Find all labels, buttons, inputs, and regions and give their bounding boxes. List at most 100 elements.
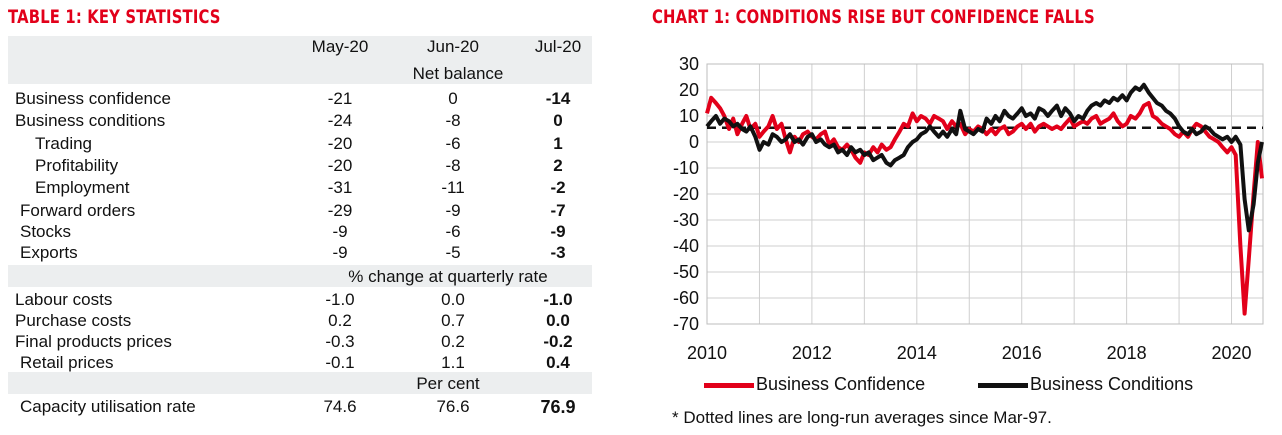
column-header-may-20: May-20 (311, 37, 369, 56)
cell-jul: -14 (545, 89, 571, 108)
section-header-quarterly-rate: % change at quarterly rate (348, 267, 548, 286)
section-band-per-cent (8, 372, 592, 394)
y-tick-label: -60 (673, 288, 699, 308)
row-label: Business confidence (15, 89, 171, 108)
row-label: Retail prices (20, 353, 114, 372)
chart-title: CHART 1: CONDITIONS RISE BUT CONFIDENCE … (652, 6, 1095, 28)
cell-may: -0.3 (325, 332, 355, 351)
cell-jul: 76.9 (540, 397, 576, 417)
cell-jun: 0.0 (441, 290, 465, 309)
section-band-quarterly (8, 265, 592, 287)
column-header-jun-20: Jun-20 (427, 37, 479, 56)
header-band (8, 36, 592, 84)
row-label: Forward orders (20, 201, 136, 220)
row-label: Employment (35, 178, 130, 197)
x-tick-label: 2020 (1212, 343, 1252, 363)
column-header-jul-20: Jul-20 (534, 37, 582, 56)
row-label: Capacity utilisation rate (20, 397, 196, 416)
row-label: Trading (35, 134, 93, 153)
table-title: TABLE 1: KEY STATISTICS (8, 6, 221, 28)
cell-may: -9 (332, 222, 348, 241)
table-row: Employment -31 -11 -2 (8, 178, 592, 200)
cell-may: -0.1 (325, 353, 355, 372)
cell-may: -1.0 (325, 290, 355, 309)
cell-may: -24 (327, 111, 353, 130)
cell-jun: 0.7 (441, 311, 465, 330)
table-row: Business conditions -24 -8 0 (8, 111, 592, 133)
legend-label: Business Confidence (756, 374, 926, 394)
y-tick-label: 10 (679, 106, 699, 126)
cell-jun: 0 (448, 89, 458, 108)
table-row: Retail prices -0.1 1.1 0.4 (8, 353, 592, 375)
cell-may: -9 (332, 243, 348, 262)
legend-swatch-red (704, 382, 754, 388)
legend-item-confidence: Business Confidence (704, 374, 925, 395)
row-label: Exports (20, 243, 78, 262)
table-row: Stocks -9 -6 -9 (8, 222, 592, 244)
row-label: Final products prices (15, 332, 172, 351)
cell-jun: 1.1 (441, 353, 465, 372)
legend-item-conditions: Business Conditions (978, 374, 1193, 395)
cell-may: -21 (327, 89, 353, 108)
legend-swatch-black (978, 382, 1028, 388)
x-tick-label: 2010 (687, 343, 727, 363)
cell-jun: -8 (445, 156, 461, 175)
cell-jul: 1 (553, 134, 563, 153)
x-tick-label: 2012 (792, 343, 832, 363)
row-label: Stocks (20, 222, 72, 241)
row-label: Purchase costs (15, 311, 132, 330)
table-row: Trading -20 -6 1 (8, 134, 592, 156)
table-row: Labour costs -1.0 0.0 -1.0 (8, 290, 592, 312)
cell-may: -29 (327, 201, 353, 220)
y-tick-label: 30 (679, 54, 699, 74)
cell-may: -20 (327, 134, 353, 153)
section-header-per-cent: Per cent (416, 374, 480, 393)
y-tick-label: -30 (673, 210, 699, 230)
y-tick-label: 0 (689, 132, 699, 152)
cell-may: 0.2 (328, 311, 352, 330)
y-tick-label: -70 (673, 314, 699, 334)
table-row: Profitability -20 -8 2 (8, 156, 592, 178)
key-statistics-table: May-20 Jun-20 Jul-20 Net balance Busines… (8, 36, 592, 431)
x-tick-label: 2018 (1107, 343, 1147, 363)
x-tick-label: 2016 (1002, 343, 1042, 363)
row-label: Profitability (35, 156, 119, 175)
table-row: Capacity utilisation rate 74.6 76.6 76.9 (8, 397, 592, 419)
table-row: Final products prices -0.3 0.2 -0.2 (8, 332, 592, 354)
cell-may: -31 (327, 178, 353, 197)
y-tick-label: 20 (679, 80, 699, 100)
cell-jun: -6 (445, 134, 461, 153)
x-tick-label: 2014 (897, 343, 937, 363)
y-tick-label: -40 (673, 236, 699, 256)
cell-jul: -9 (550, 222, 566, 241)
chart-footnote: * Dotted lines are long-run averages sin… (672, 408, 1052, 427)
row-label: Labour costs (15, 290, 113, 309)
y-tick-label: -50 (673, 262, 699, 282)
cell-jul: 0 (553, 111, 563, 130)
table-row: Forward orders -29 -9 -7 (8, 201, 592, 223)
section-header-net-balance: Net balance (412, 64, 504, 83)
table-row: Exports -9 -5 -3 (8, 243, 592, 265)
plot-frame (706, 63, 1264, 325)
cell-jun: 76.6 (436, 397, 470, 416)
cell-jun: -6 (445, 222, 461, 241)
cell-jul: -1.0 (543, 290, 573, 309)
cell-jun: 0.2 (441, 332, 465, 351)
cell-may: 74.6 (323, 397, 357, 416)
cell-jul: -7 (550, 201, 566, 220)
cell-jun: -9 (445, 201, 461, 220)
table-row: Business confidence -21 0 -14 (8, 89, 592, 111)
legend-label: Business Conditions (1030, 374, 1194, 394)
cell-jul: -3 (550, 243, 566, 262)
cell-jul: -2 (550, 178, 566, 197)
cell-jul: 2 (553, 156, 563, 175)
cell-jun: -8 (445, 111, 461, 130)
cell-jun: -11 (441, 178, 465, 197)
series-line-business-conditions (705, 82, 1264, 233)
cell-jul: 0.0 (546, 311, 570, 330)
table-row: Purchase costs 0.2 0.7 0.0 (8, 311, 592, 333)
y-tick-label: -10 (673, 158, 699, 178)
cell-may: -20 (327, 156, 353, 175)
row-label: Business conditions (15, 111, 166, 130)
